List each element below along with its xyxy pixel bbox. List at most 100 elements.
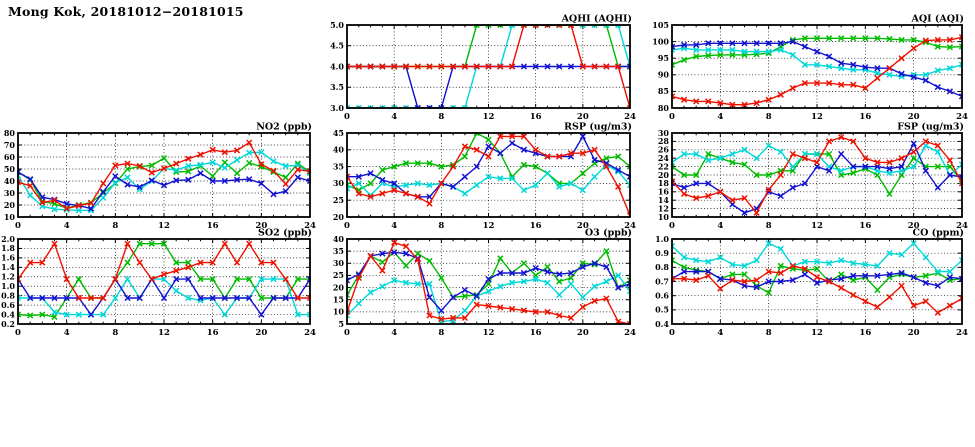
x-tick-label: 20 bbox=[577, 112, 589, 122]
y-tick-label: 30 bbox=[333, 178, 345, 188]
x-tick-label: 4 bbox=[717, 221, 723, 231]
y-tick-label: 24 bbox=[658, 153, 670, 163]
y-tick-label: 80 bbox=[658, 103, 670, 113]
x-tick-label: 4 bbox=[64, 328, 70, 338]
x-tick-label: 8 bbox=[112, 221, 118, 231]
grid bbox=[18, 133, 310, 217]
chart-title: RSP (ug/m3) bbox=[564, 122, 632, 133]
y-tick-label: 80 bbox=[4, 128, 16, 138]
y-tick-label: 0.6 bbox=[1, 300, 15, 310]
plot-border bbox=[346, 132, 631, 218]
y-tick-label: 30 bbox=[658, 128, 670, 138]
series-red-markers bbox=[671, 34, 963, 108]
y-tick-label: 0.5 bbox=[655, 305, 669, 315]
series-green bbox=[17, 240, 311, 321]
plot-area bbox=[346, 24, 631, 109]
y-tick-label: 2.0 bbox=[1, 234, 15, 244]
plot-border bbox=[17, 132, 311, 218]
x-tick-label: 20 bbox=[255, 328, 267, 338]
plot-border bbox=[671, 132, 963, 218]
y-tick-label: 105 bbox=[652, 20, 669, 30]
x-tick-label: 4 bbox=[64, 221, 70, 231]
y-tick-label: 1.8 bbox=[1, 243, 15, 253]
x-tick-label: 24 bbox=[956, 112, 968, 122]
y-tick-label: 20 bbox=[333, 212, 345, 222]
axis-labels: 20 25 30 35 40 45 0 4 8 12 16 20 24 bbox=[333, 128, 636, 231]
x-tick-label: 8 bbox=[438, 328, 444, 338]
series-blue-markers bbox=[671, 268, 963, 291]
series-blue bbox=[671, 268, 963, 291]
x-tick-label: 4 bbox=[717, 112, 723, 122]
axis-labels: 3.0 3.5 4.0 4.5 5.0 0 4 8 12 16 20 24 bbox=[330, 20, 636, 122]
y-tick-label: 12 bbox=[658, 203, 669, 213]
x-tick-label: 20 bbox=[577, 221, 589, 231]
chart-title: NO2 (ppb) bbox=[256, 122, 312, 133]
y-tick-label: 50 bbox=[4, 164, 16, 174]
series-blue bbox=[17, 275, 311, 318]
x-tick-label: 12 bbox=[158, 221, 170, 231]
y-tick-label: 40 bbox=[333, 234, 345, 244]
chart-title: AQHI (AQHI) bbox=[561, 14, 632, 25]
grid bbox=[672, 133, 962, 217]
axis-labels: 0.20.40.60.81.01.21.41.61.82.0 0 4 8 12 16 20 2… bbox=[1, 234, 316, 338]
y-tick-label: 40 bbox=[4, 176, 16, 186]
y-tick-label: 100 bbox=[652, 36, 669, 46]
series-red bbox=[671, 34, 963, 108]
x-tick-label: 20 bbox=[908, 112, 920, 122]
x-tick-label: 8 bbox=[438, 221, 444, 231]
y-tick-label: 5 bbox=[338, 319, 344, 329]
axis-labels: 80 85 90 95 100 105 0 4 8 12 16 20 24 bbox=[652, 20, 968, 122]
y-tick-label: 0.7 bbox=[655, 276, 669, 286]
y-tick-label: 25 bbox=[333, 195, 344, 205]
plot-area bbox=[17, 139, 311, 214]
y-tick-label: 0.4 bbox=[1, 309, 15, 319]
x-tick-label: 16 bbox=[530, 112, 542, 122]
series-green bbox=[17, 155, 311, 212]
y-tick-label: 4.5 bbox=[330, 41, 344, 51]
y-tick-label: 1.0 bbox=[1, 281, 15, 291]
y-tick-label: 10 bbox=[333, 307, 345, 317]
plot-border bbox=[17, 238, 311, 325]
y-tick-label: 10 bbox=[658, 212, 670, 222]
y-tick-label: 0.8 bbox=[655, 262, 669, 272]
chart-rsp: 20 25 30 35 40 45 0 4 8 12 16 20 24 RSP (ug/m3) bbox=[333, 122, 636, 232]
x-tick-label: 24 bbox=[624, 328, 636, 338]
plot-area bbox=[17, 240, 311, 321]
x-tick-label: 12 bbox=[483, 221, 495, 231]
y-tick-label: 3.5 bbox=[330, 82, 344, 92]
y-tick-label: 1.6 bbox=[1, 253, 15, 263]
x-tick-label: 12 bbox=[811, 112, 823, 122]
chart-title: CO (ppm) bbox=[913, 228, 964, 239]
x-tick-label: 8 bbox=[766, 221, 772, 231]
x-tick-label: 0 bbox=[15, 221, 21, 231]
x-tick-label: 20 bbox=[908, 221, 920, 231]
plot-border bbox=[346, 24, 631, 109]
x-tick-label: 12 bbox=[158, 328, 170, 338]
series-blue-line bbox=[671, 270, 963, 288]
y-tick-label: 1.4 bbox=[1, 262, 15, 272]
x-tick-label: 12 bbox=[483, 328, 495, 338]
axis-labels: 5 10 15 20 25 30 35 40 0 4 8 12 16 20 24 bbox=[333, 234, 636, 338]
y-tick-label: 35 bbox=[333, 161, 344, 171]
axis-labels: 0.4 0.5 0.6 0.7 0.8 0.9 1.0 0 4 8 12 16 20 24 bbox=[655, 234, 968, 338]
y-tick-label: 16 bbox=[658, 187, 670, 197]
x-tick-label: 16 bbox=[859, 328, 871, 338]
y-tick-label: 1.0 bbox=[655, 234, 669, 244]
series-red bbox=[346, 24, 631, 109]
series-cyan bbox=[671, 142, 963, 179]
grid bbox=[347, 239, 630, 324]
grid bbox=[672, 239, 962, 324]
y-tick-label: 0.4 bbox=[655, 319, 669, 329]
y-tick-label: 10 bbox=[4, 212, 16, 222]
y-tick-label: 20 bbox=[658, 170, 670, 180]
x-tick-label: 8 bbox=[438, 112, 444, 122]
plot-area bbox=[671, 134, 963, 216]
chart-title: FSP (ug/m3) bbox=[897, 122, 964, 133]
series-blue-line bbox=[17, 171, 311, 210]
x-tick-label: 8 bbox=[766, 112, 772, 122]
plot-border bbox=[671, 24, 963, 109]
x-tick-label: 24 bbox=[624, 221, 636, 231]
